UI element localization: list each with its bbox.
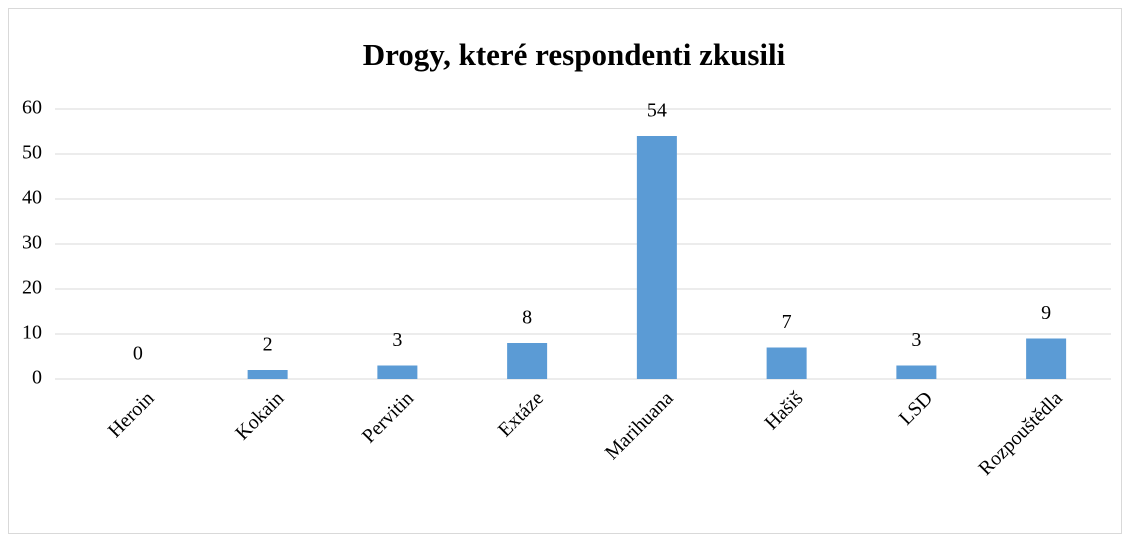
y-tick-label: 0 bbox=[32, 367, 42, 389]
y-tick-label: 60 bbox=[22, 97, 42, 119]
data-label: 3 bbox=[392, 329, 402, 351]
y-tick-label: 50 bbox=[22, 142, 42, 164]
data-label: 2 bbox=[263, 334, 273, 356]
bar bbox=[766, 347, 807, 379]
y-tick-label: 20 bbox=[22, 277, 42, 299]
bar bbox=[896, 365, 937, 379]
bar bbox=[636, 136, 677, 379]
data-label: 9 bbox=[1041, 302, 1051, 324]
data-label: 0 bbox=[133, 343, 143, 365]
y-tick-label: 40 bbox=[22, 187, 42, 209]
chart-border bbox=[8, 8, 1122, 534]
data-label: 8 bbox=[522, 307, 532, 329]
bar bbox=[1026, 338, 1067, 379]
data-label: 7 bbox=[782, 311, 792, 333]
data-label: 3 bbox=[911, 329, 921, 351]
y-tick-label: 10 bbox=[22, 322, 42, 344]
data-label: 54 bbox=[647, 100, 667, 122]
y-tick-label: 30 bbox=[22, 232, 42, 254]
bar bbox=[377, 365, 418, 379]
bar bbox=[507, 343, 548, 379]
chart-title: Drogy, které respondenti zkusili bbox=[363, 37, 786, 72]
bar bbox=[247, 370, 288, 379]
